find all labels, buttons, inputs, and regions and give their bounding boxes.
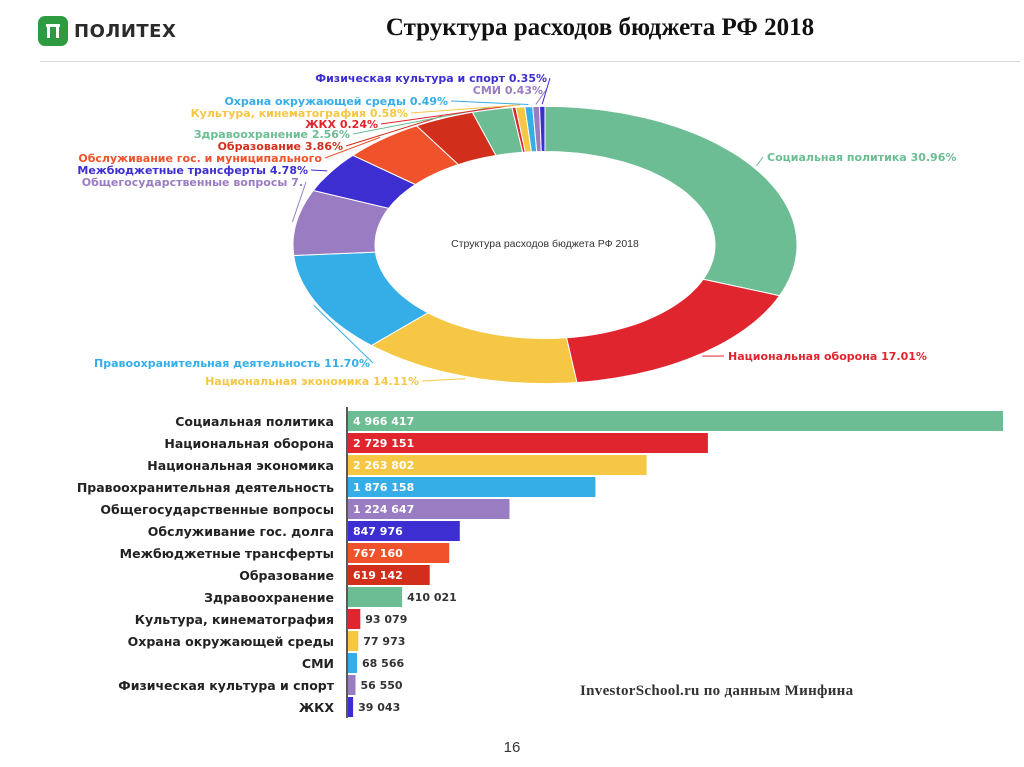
- bar: [348, 609, 361, 629]
- donut-slice-label: Национальная оборона 17.01%: [728, 350, 927, 363]
- bar-category-label: Национальная оборона: [164, 436, 334, 451]
- donut-leader-line: [535, 89, 547, 105]
- donut-slice-label: Культура, кинематография 0.58%: [191, 107, 408, 120]
- bar-value-label: 619 142: [353, 569, 403, 582]
- bar-category-label: Здравоохранение: [204, 590, 334, 605]
- donut-leader-line: [756, 156, 764, 166]
- source-note: InvestorSchool.ru по данным Минфина: [580, 683, 854, 699]
- bar-category-label: СМИ: [302, 656, 334, 671]
- bar-category-label: Обслуживание гос. долга: [148, 524, 334, 539]
- bar-category-label: Общегосударственные вопросы: [100, 502, 334, 517]
- bar-value-label: 93 079: [365, 613, 407, 626]
- bar-value-label: 77 973: [363, 635, 405, 648]
- donut-leader-line: [450, 100, 529, 105]
- donut-slice: [565, 278, 781, 384]
- bar-category-label: Охрана окружающей среды: [128, 634, 334, 649]
- bar-value-label: 1 224 647: [353, 503, 414, 516]
- donut-slice-label: СМИ 0.43%: [473, 84, 543, 97]
- bar-value-label: 410 021: [407, 591, 457, 604]
- title-divider: [40, 61, 1020, 62]
- bar-value-label: 847 976: [353, 525, 403, 538]
- page-number: 16: [503, 739, 521, 756]
- donut-leader-line: [310, 169, 328, 172]
- logo-text: ПОЛИТЕХ: [74, 20, 177, 42]
- donut-leader-line: [541, 77, 551, 105]
- donut-slice-label: Обслуживание гос. и муниципального: [78, 152, 322, 165]
- donut-leader-line: [410, 104, 520, 114]
- donut-slice-label: ЖКХ 0.24%: [305, 118, 378, 131]
- politech-logo: ПОЛИТЕХ: [38, 14, 176, 48]
- donut-slice-label: Общегосударственные вопросы 7.: [82, 176, 303, 189]
- donut-leader-line: [380, 104, 514, 125]
- donut-slice-label: Межбюджетные трансферты 4.78%: [77, 164, 308, 177]
- bar: [348, 521, 460, 541]
- donut-chart: Социальная политика 30.96% Национальная о…: [77, 72, 956, 388]
- donut-slice: [544, 105, 798, 297]
- bar: [348, 675, 356, 695]
- donut-slice-label: Социальная политика 30.96%: [767, 151, 956, 164]
- pi-logo-icon: [38, 16, 68, 46]
- bar-value-label: 39 043: [358, 701, 400, 714]
- donut-slice-label: Физическая культура и спорт 0.35%: [315, 72, 547, 85]
- bar-category-label: Национальная экономика: [147, 458, 334, 473]
- bar-chart: Социальная политика 4 966 417 Национальная…: [77, 407, 1003, 718]
- bar: [348, 565, 430, 585]
- bar-category-label: Межбюджетные трансферты: [120, 546, 334, 561]
- bar: [348, 499, 510, 519]
- bar-category-label: Культура, кинематография: [135, 612, 334, 627]
- bar: [348, 697, 354, 717]
- bar: [348, 433, 708, 453]
- bar-category-label: Образование: [239, 568, 334, 583]
- donut-center-title: Структура расходов бюджета РФ 2018: [451, 238, 639, 250]
- bar-value-label: 767 160: [353, 547, 403, 560]
- bar-category-label: Социальная политика: [175, 414, 334, 429]
- bar: [348, 543, 450, 563]
- bar-value-label: 56 550: [360, 679, 402, 692]
- donut-slice-label: Национальная экономика 14.11%: [205, 375, 419, 388]
- donut-slice-label: Здравоохранение 2.56%: [194, 128, 350, 141]
- bar-value-label: 1 876 158: [353, 481, 414, 494]
- donut-leader-line: [291, 181, 307, 223]
- bar-value-label: 2 263 802: [353, 459, 414, 472]
- donut-slice: [538, 105, 546, 152]
- donut-slice-label: Охрана окружающей среды 0.49%: [224, 95, 448, 108]
- donut-leader-line: [345, 115, 443, 147]
- bar: [348, 653, 357, 673]
- donut-slice-label: Образование 3.86%: [218, 140, 343, 153]
- bar: [348, 631, 359, 651]
- bar-value-label: 4 966 417: [353, 415, 414, 428]
- bar-category-label: Правоохранительная деятельность: [77, 480, 334, 495]
- bar: [348, 455, 647, 475]
- donut-leader-line: [324, 136, 381, 159]
- bar: [348, 477, 596, 497]
- bar-category-label: Физическая культура и спорт: [118, 678, 334, 693]
- bar: [348, 411, 1003, 431]
- donut-slice-label: Правоохранительная деятельность 11.70%: [94, 357, 370, 370]
- donut-leader-line: [421, 378, 466, 382]
- slide-title: Структура расходов бюджета РФ 2018: [385, 14, 815, 41]
- donut-leader-line: [313, 305, 374, 364]
- bar-value-label: 68 566: [362, 657, 404, 670]
- bar: [348, 587, 403, 607]
- bar-category-label: ЖКХ: [299, 700, 335, 715]
- bar-value-label: 2 729 151: [353, 437, 414, 450]
